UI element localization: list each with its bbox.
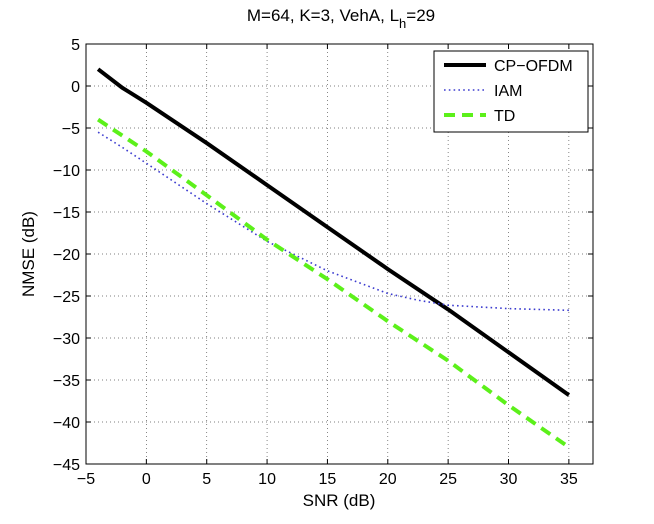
y-tick-label: −5 (62, 121, 80, 138)
y-axis-label: NMSE (dB) (19, 211, 38, 297)
grid-lines (86, 44, 593, 464)
legend: CP−OFDM IAM TD (433, 50, 589, 133)
y-tick-label: 0 (71, 79, 80, 96)
x-tick-label: 15 (319, 471, 337, 488)
y-tick-label: −45 (53, 457, 80, 474)
y-tick-label: −30 (53, 331, 80, 348)
y-tick-label: −40 (53, 415, 80, 432)
y-tick-label: −35 (53, 373, 80, 390)
y-tick-label: 5 (71, 37, 80, 54)
y-tick-label: −25 (53, 289, 80, 306)
y-tick-labels: 5 0 −5 −10 −15 −20 −25 −30 −35 −40 −45 (53, 37, 80, 474)
chart-title: M=64, K=3, VehA, Lh=29 (247, 6, 435, 31)
x-tick-label: 35 (560, 471, 578, 488)
series-layer (96, 67, 571, 449)
series-line-td (96, 117, 571, 449)
x-tick-label: 30 (500, 471, 518, 488)
x-tick-label: 10 (258, 471, 276, 488)
x-tick-label: 0 (142, 471, 151, 488)
legend-label-cp-ofdm: CP−OFDM (494, 58, 573, 75)
x-tick-label: −5 (77, 471, 95, 488)
x-axis-label: SNR (dB) (303, 491, 376, 510)
x-tick-label: 25 (439, 471, 457, 488)
x-tick-label: 5 (202, 471, 211, 488)
series-line-cp-ofdm (96, 67, 571, 397)
legend-label-iam: IAM (494, 83, 522, 100)
legend-label-td: TD (494, 108, 515, 125)
axis-ticks (85, 43, 593, 465)
y-tick-label: −20 (53, 247, 80, 264)
y-tick-label: −15 (53, 205, 80, 222)
x-tick-label: 20 (379, 471, 397, 488)
x-tick-labels: −5 0 5 10 15 20 25 30 35 (77, 471, 578, 488)
y-tick-label: −10 (53, 163, 80, 180)
